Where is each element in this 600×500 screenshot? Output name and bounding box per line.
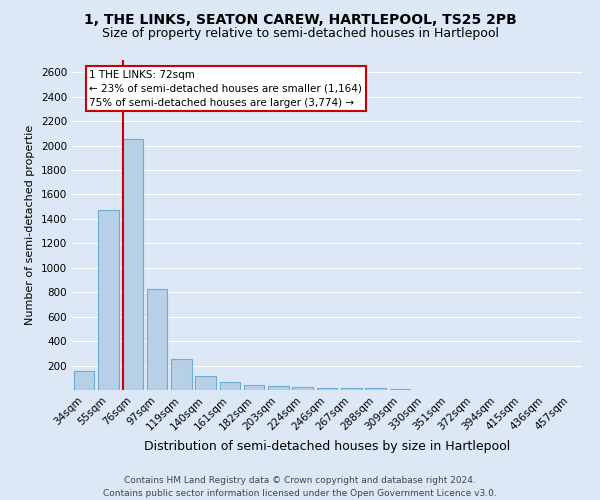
Bar xyxy=(365,388,386,390)
Bar xyxy=(146,288,167,390)
Text: Contains HM Land Registry data © Crown copyright and database right 2024.
Contai: Contains HM Land Registry data © Crown c… xyxy=(103,476,497,498)
Bar xyxy=(220,382,240,390)
Text: 1 THE LINKS: 72sqm
← 23% of semi-detached houses are smaller (1,164)
75% of semi: 1 THE LINKS: 72sqm ← 23% of semi-detache… xyxy=(89,70,362,108)
Bar xyxy=(171,360,191,390)
Bar xyxy=(341,388,362,390)
Bar xyxy=(244,385,265,390)
Bar xyxy=(98,210,119,390)
Y-axis label: Number of semi-detached propertie: Number of semi-detached propertie xyxy=(25,125,35,325)
Bar xyxy=(74,371,94,390)
Bar xyxy=(195,376,216,390)
Bar xyxy=(268,386,289,390)
Bar xyxy=(317,388,337,390)
X-axis label: Distribution of semi-detached houses by size in Hartlepool: Distribution of semi-detached houses by … xyxy=(144,440,510,453)
Text: Size of property relative to semi-detached houses in Hartlepool: Size of property relative to semi-detach… xyxy=(101,28,499,40)
Bar xyxy=(389,389,410,390)
Bar xyxy=(122,140,143,390)
Text: 1, THE LINKS, SEATON CAREW, HARTLEPOOL, TS25 2PB: 1, THE LINKS, SEATON CAREW, HARTLEPOOL, … xyxy=(83,12,517,26)
Bar xyxy=(292,387,313,390)
